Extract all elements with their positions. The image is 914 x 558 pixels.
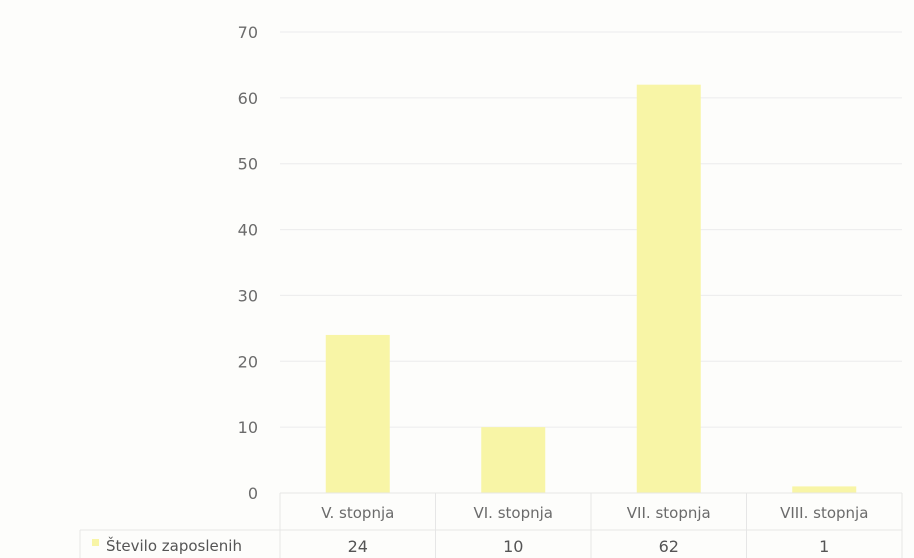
bar <box>481 427 546 493</box>
legend-label: Število zaposlenih <box>106 536 242 555</box>
y-tick-label: 60 <box>238 89 258 108</box>
y-tick-label: 10 <box>238 418 258 437</box>
data-table-value: 24 <box>348 537 368 556</box>
legend: Število zaposlenih <box>92 536 242 555</box>
y-tick-label: 30 <box>238 286 258 305</box>
category-label: VI. stopnja <box>474 504 553 522</box>
data-table-value: 62 <box>659 537 679 556</box>
y-tick-label: 70 <box>238 23 258 42</box>
y-tick-label: 50 <box>238 155 258 174</box>
category-label: V. stopnja <box>321 504 394 522</box>
category-label: VIII. stopnja <box>780 504 868 522</box>
y-tick-label: 20 <box>238 352 258 371</box>
y-axis: 0 10 20 30 40 50 60 70 <box>238 23 258 503</box>
bar <box>636 84 701 493</box>
data-table: V. stopnja 24 VI. stopnja 10 VII. stopnja 62 V… <box>79 492 903 558</box>
category-label: VII. stopnja <box>627 504 711 522</box>
bar <box>792 486 857 493</box>
y-tick-label: 40 <box>238 221 258 240</box>
y-tick-label: 0 <box>248 484 258 503</box>
data-table-value: 10 <box>503 537 523 556</box>
legend-swatch <box>92 539 99 546</box>
bars <box>325 84 857 493</box>
bar <box>325 334 390 493</box>
data-table-value: 1 <box>819 537 829 556</box>
